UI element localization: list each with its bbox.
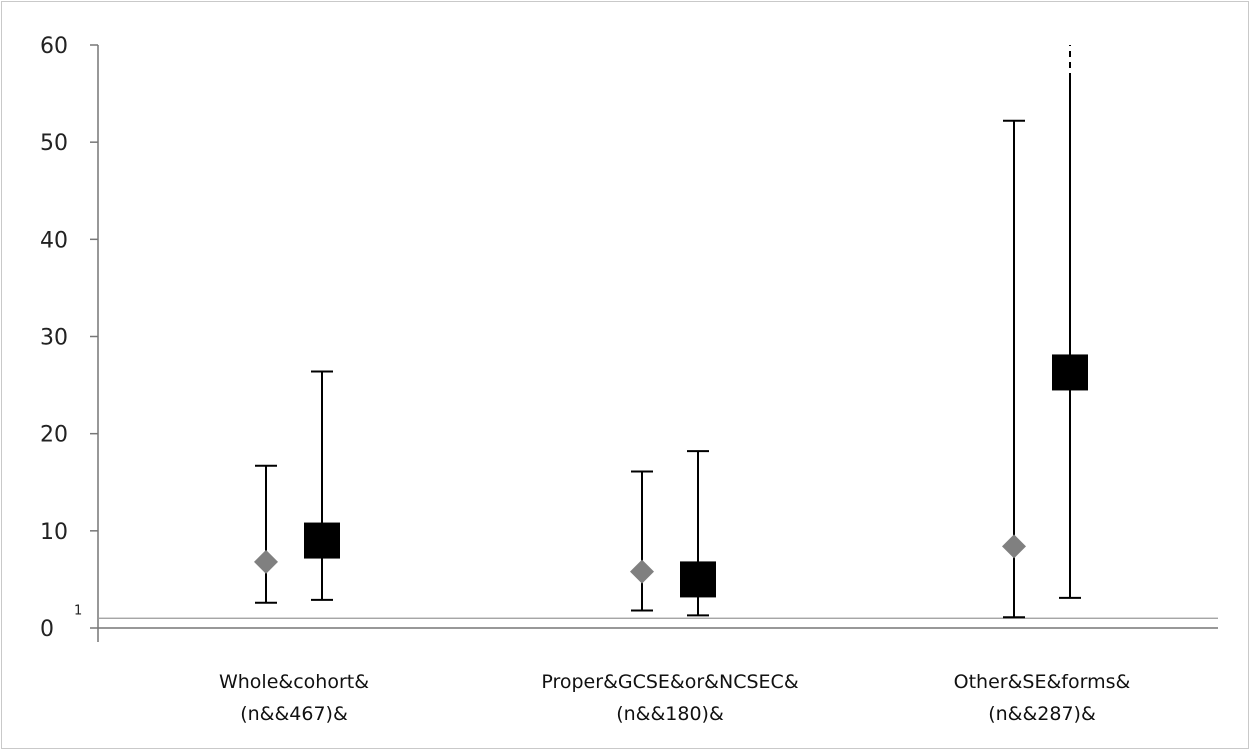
data-point-square <box>304 522 340 559</box>
series-group <box>254 45 1088 619</box>
axes <box>90 44 1218 642</box>
data-point-diamond <box>254 549 278 574</box>
category-label-line1: Whole&cohort& <box>219 671 369 693</box>
data-point-diamond <box>630 559 654 584</box>
data-point-diamond <box>1002 534 1026 559</box>
reference-line-group: 1 <box>74 603 1218 619</box>
category-label-line2: (n&&287)& <box>988 703 1096 725</box>
y-tick-label: 40 <box>40 228 68 253</box>
data-point-square <box>1052 354 1088 391</box>
data-point-square <box>680 561 716 598</box>
y-tick-label: 10 <box>40 520 68 545</box>
series-2 <box>304 45 1088 617</box>
y-tick-label: 60 <box>40 34 68 59</box>
y-tick-label: 20 <box>40 423 68 448</box>
y-tick-labels: 0 10 20 30 40 50 60 <box>40 34 68 642</box>
y-tick-label: 0 <box>40 617 54 642</box>
y-tick-label: 30 <box>40 326 68 351</box>
category-label-line1: Proper&GCSE&or&NCSEC& <box>541 671 798 693</box>
y-tick-label: 50 <box>40 131 68 156</box>
category-label-line1: Other&SE&forms& <box>954 671 1131 693</box>
category-labels: Whole&cohort& (n&&467)& Proper&GCSE&or&NCS… <box>219 671 1131 725</box>
category-label-line2: (n&&180)& <box>616 703 724 725</box>
series-1 <box>254 119 1026 619</box>
category-label-line2: (n&&467)& <box>240 703 348 725</box>
reference-line-label: 1 <box>74 603 82 618</box>
